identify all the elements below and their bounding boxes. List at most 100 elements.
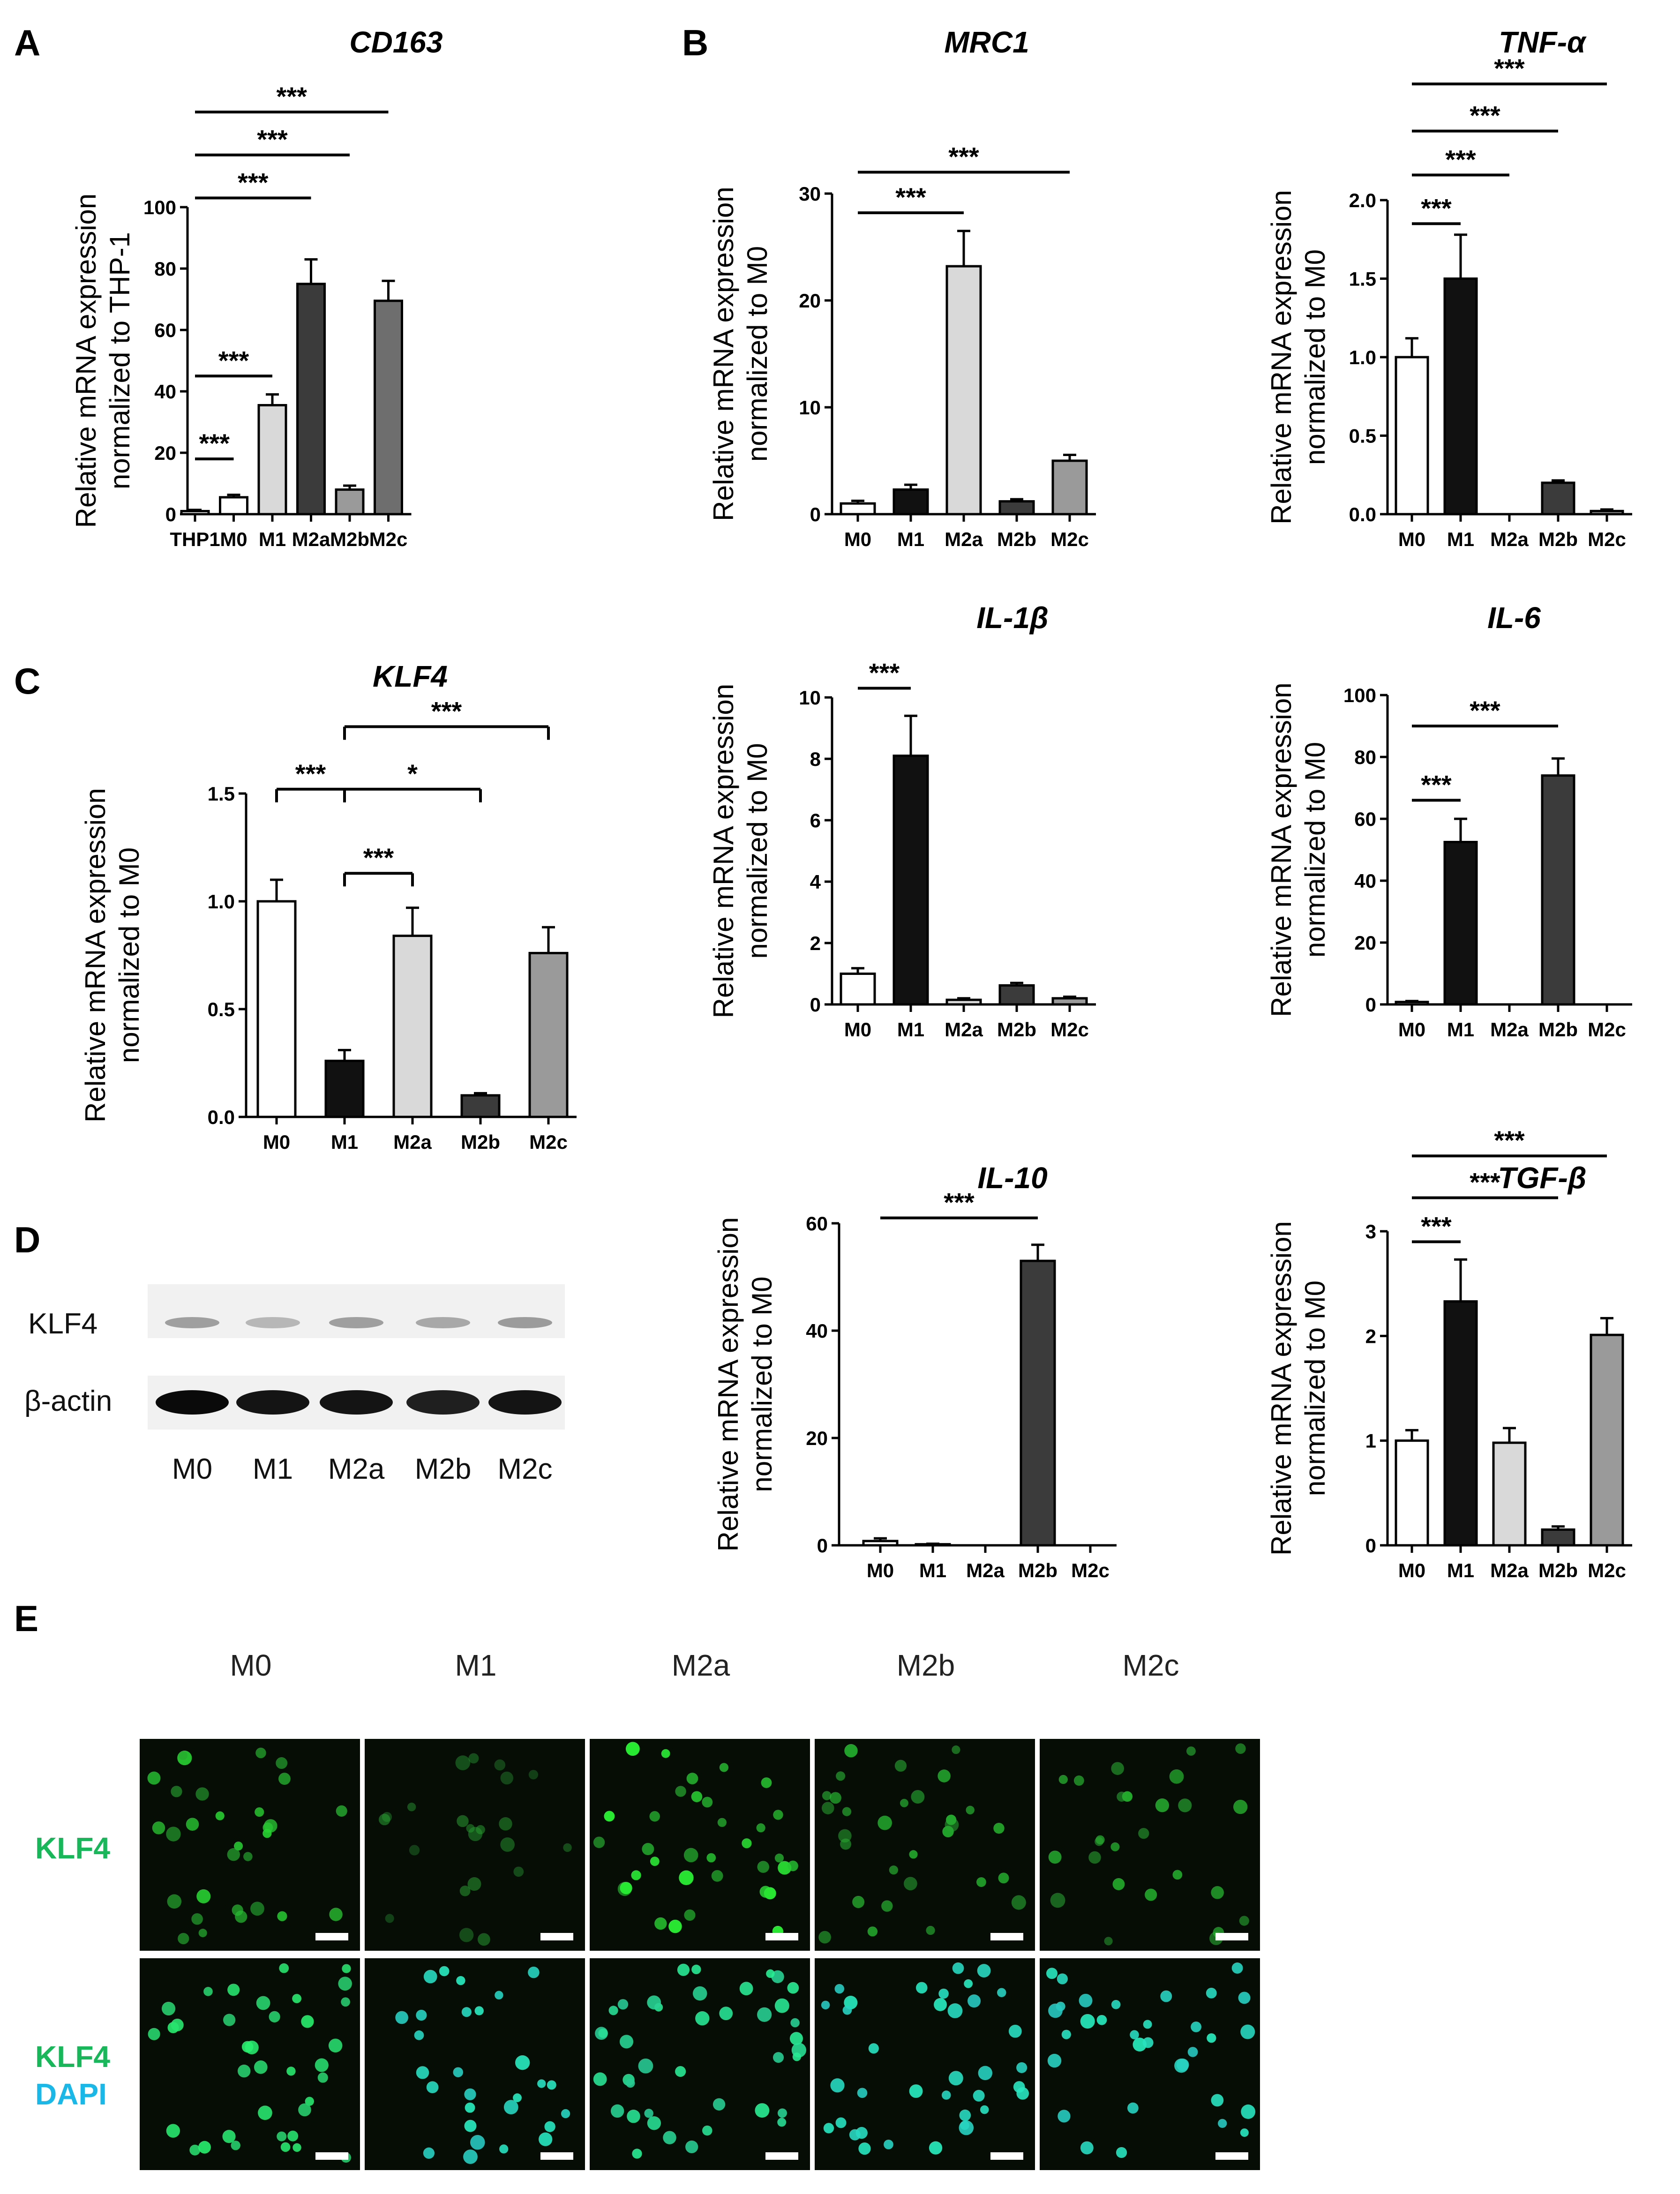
bar-m2b xyxy=(998,984,1035,1006)
cell-nucleus xyxy=(171,2018,184,2031)
cell-nucleus xyxy=(292,1994,302,2003)
cell-nucleus xyxy=(465,2102,475,2113)
cell-nucleus xyxy=(513,2093,522,2103)
cell-nucleus xyxy=(227,1848,240,1861)
x-tick-label: M2a xyxy=(1490,528,1529,550)
cell-nucleus xyxy=(1079,1993,1093,2007)
cell-nucleus xyxy=(938,1988,949,1999)
x-tick-label: M0 xyxy=(844,1018,871,1041)
cell-nucleus xyxy=(439,1966,450,1977)
cell-nucleus xyxy=(1240,2024,1255,2039)
cell-nucleus xyxy=(464,2088,476,2100)
cell-nucleus xyxy=(477,1933,490,1946)
cell-nucleus xyxy=(968,1994,981,2008)
cell-nucleus xyxy=(792,2052,802,2061)
cell-nucleus xyxy=(852,1895,865,1908)
cell-nucleus xyxy=(1155,1798,1170,1812)
cell-nucleus xyxy=(702,2125,712,2136)
cell-nucleus xyxy=(617,1999,629,2010)
cell-nucleus xyxy=(647,1995,661,2010)
y-tick-label: 30 xyxy=(799,183,821,205)
cell-nucleus xyxy=(167,1894,182,1909)
cell-nucleus xyxy=(342,1964,351,1973)
cell-nucleus xyxy=(203,1987,213,1996)
y-tick-label: 1.0 xyxy=(1349,346,1376,368)
y-tick-label: 0 xyxy=(1365,994,1376,1016)
cell-nucleus xyxy=(1073,1775,1084,1786)
x-tick-label: M0 xyxy=(867,1559,894,1581)
cell-nucleus xyxy=(789,2032,803,2045)
y-tick-label: 0 xyxy=(810,994,821,1016)
y-tick-label: 20 xyxy=(154,442,176,464)
cell-nucleus xyxy=(255,1807,264,1817)
cell-nucleus xyxy=(148,2028,160,2040)
cell-nucleus xyxy=(1080,2141,1094,2155)
cell-nucleus xyxy=(627,2109,640,2123)
cell-nucleus xyxy=(941,2090,951,2100)
cell-nucleus xyxy=(881,1900,893,1912)
cell-nucleus xyxy=(416,2009,427,2021)
cell-nucleus xyxy=(938,1769,951,1782)
micro-tile-background xyxy=(365,1739,585,1951)
x-tick-label: M2b xyxy=(1538,1559,1578,1581)
cell-nucleus xyxy=(976,1877,986,1887)
bar-m2a xyxy=(296,283,326,516)
scale-bar xyxy=(540,2152,573,2160)
cell-nucleus xyxy=(1143,2020,1152,2029)
y-axis-label-line-2: normalized to M0 xyxy=(1299,742,1331,958)
cell-nucleus xyxy=(1046,1968,1058,1979)
bar-m1 xyxy=(1443,1300,1478,1547)
cell-nucleus xyxy=(196,1889,211,1903)
cell-nucleus xyxy=(1235,1743,1246,1754)
y-tick-label: 10 xyxy=(799,687,821,709)
cell-nucleus xyxy=(952,1745,960,1754)
cell-nucleus xyxy=(900,1798,908,1807)
chart-tnfa: TNF-α Relative mRNA expression normalized … xyxy=(1266,25,1632,550)
y-tick-label: 60 xyxy=(1354,808,1376,830)
cell-nucleus xyxy=(178,1932,189,1945)
x-tick-label: M2c xyxy=(1071,1559,1110,1581)
scale-bar xyxy=(540,1933,573,1940)
blot-lane-m2a: M2a xyxy=(328,1453,385,1485)
cell-nucleus xyxy=(227,1984,240,1996)
cell-nucleus xyxy=(610,2104,624,2118)
cell-nucleus xyxy=(1218,2119,1227,2128)
y-axis-label-line-1: Relative mRNA expression xyxy=(1266,682,1297,1017)
cell-nucleus xyxy=(470,2135,485,2150)
bar-m2c xyxy=(374,300,403,516)
cell-nucleus xyxy=(787,1982,799,1994)
cell-nucleus xyxy=(1008,2024,1022,2038)
y-tick-label: 80 xyxy=(154,258,176,280)
scale-bar xyxy=(990,1933,1023,1940)
cell-nucleus xyxy=(166,1827,181,1842)
cell-nucleus xyxy=(834,1984,845,1994)
micro-col-m2b: M2b xyxy=(897,1648,955,1682)
cell-nucleus xyxy=(467,1877,481,1891)
cell-nucleus xyxy=(198,2141,211,2154)
cell-nucleus xyxy=(1111,1762,1124,1775)
significance-label: *** xyxy=(895,182,926,212)
micro-row-label-klf4-merge: KLF4 xyxy=(35,2040,110,2074)
cell-nucleus xyxy=(756,1823,765,1833)
cell-nucleus xyxy=(1207,2033,1216,2043)
blot-bands xyxy=(156,1317,562,1415)
cell-nucleus xyxy=(500,1837,515,1852)
significance-label: *** xyxy=(1421,770,1452,799)
micro-tile xyxy=(1040,1958,1260,2170)
cell-nucleus xyxy=(632,2149,642,2159)
cell-nucleus xyxy=(495,1991,503,1999)
y-axis-label-line-1: Relative mRNA expression xyxy=(1266,190,1297,524)
cell-nucleus xyxy=(675,1786,686,1797)
y-tick-label: 0 xyxy=(1365,1535,1376,1557)
cell-nucleus xyxy=(241,2041,254,2053)
bar-m2a xyxy=(392,935,433,1118)
cell-nucleus xyxy=(1241,2104,1256,2119)
cell-nucleus xyxy=(604,1811,615,1822)
cell-nucleus xyxy=(231,2141,240,2150)
micro-tile xyxy=(140,1958,360,2170)
cell-nucleus xyxy=(909,2084,923,2098)
cell-nucleus xyxy=(235,1910,248,1923)
micro-tile-background xyxy=(815,1739,1035,1951)
x-tick-label: M1 xyxy=(331,1131,358,1153)
cell-nucleus xyxy=(926,1925,935,1935)
